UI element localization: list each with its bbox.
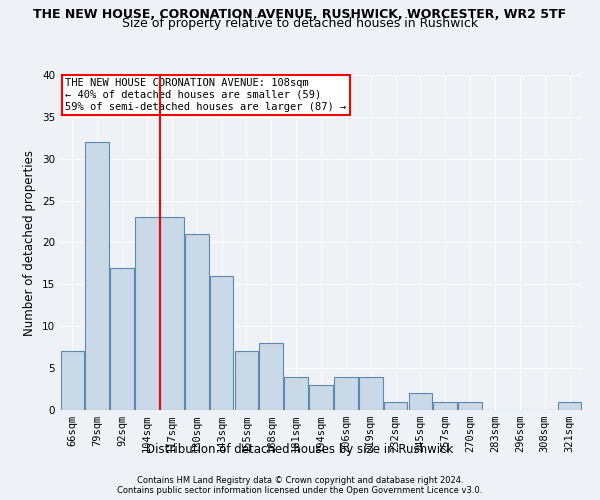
Bar bbox=[284, 376, 308, 410]
Bar bbox=[334, 376, 358, 410]
Bar bbox=[384, 402, 407, 410]
Bar bbox=[235, 352, 258, 410]
Bar bbox=[135, 218, 159, 410]
Text: THE NEW HOUSE CORONATION AVENUE: 108sqm
← 40% of detached houses are smaller (59: THE NEW HOUSE CORONATION AVENUE: 108sqm … bbox=[65, 78, 346, 112]
Bar bbox=[458, 402, 482, 410]
Bar bbox=[210, 276, 233, 410]
Text: THE NEW HOUSE, CORONATION AVENUE, RUSHWICK, WORCESTER, WR2 5TF: THE NEW HOUSE, CORONATION AVENUE, RUSHWI… bbox=[34, 8, 566, 20]
Bar bbox=[110, 268, 134, 410]
Bar bbox=[185, 234, 209, 410]
Bar bbox=[409, 393, 432, 410]
Text: Distribution of detached houses by size in Rushwick: Distribution of detached houses by size … bbox=[146, 442, 454, 456]
Bar bbox=[61, 352, 84, 410]
Bar bbox=[160, 218, 184, 410]
Bar bbox=[359, 376, 383, 410]
Bar bbox=[433, 402, 457, 410]
Bar bbox=[558, 402, 581, 410]
Y-axis label: Number of detached properties: Number of detached properties bbox=[23, 150, 37, 336]
Text: Size of property relative to detached houses in Rushwick: Size of property relative to detached ho… bbox=[122, 18, 478, 30]
Bar bbox=[85, 142, 109, 410]
Text: Contains HM Land Registry data © Crown copyright and database right 2024.
Contai: Contains HM Land Registry data © Crown c… bbox=[118, 476, 482, 495]
Bar bbox=[309, 385, 333, 410]
Bar bbox=[259, 343, 283, 410]
